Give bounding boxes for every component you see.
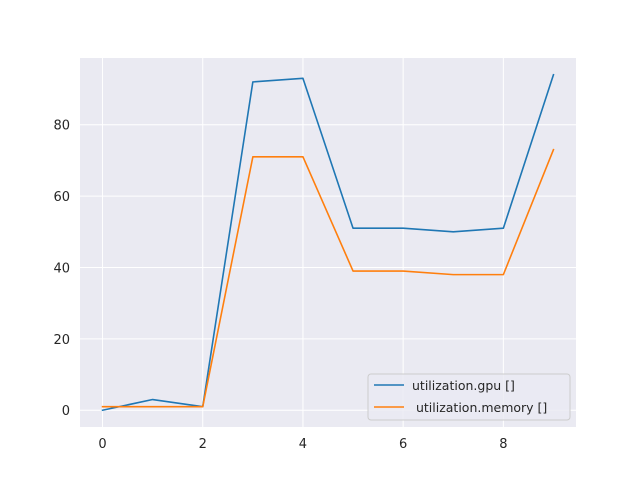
x-axis: 0 2 4 6 8 — [98, 437, 507, 452]
x-tick-label: 2 — [199, 437, 207, 452]
y-tick-label: 40 — [53, 261, 70, 276]
y-tick-label: 80 — [53, 119, 70, 134]
y-tick-label: 60 — [53, 190, 70, 205]
series-layer — [101, 73, 555, 412]
x-tick-label: 6 — [399, 437, 407, 452]
plot-area — [80, 58, 576, 427]
legend: utilization.gpu [] utilization.memory [] — [367, 373, 571, 421]
series-line-0 — [101, 73, 555, 412]
y-tick-label: 0 — [62, 404, 70, 419]
x-tick-label: 8 — [499, 437, 507, 452]
y-axis: 0 20 40 60 80 — [53, 119, 70, 419]
legend-label-memory: utilization.memory [] — [412, 400, 547, 415]
x-tick-label: 0 — [98, 437, 106, 452]
y-tick-label: 20 — [53, 333, 70, 348]
legend-box — [367, 373, 571, 421]
series-line-1 — [101, 148, 555, 408]
x-tick-label: 4 — [299, 437, 307, 452]
grid — [80, 58, 576, 427]
legend-label-gpu: utilization.gpu [] — [412, 378, 515, 393]
